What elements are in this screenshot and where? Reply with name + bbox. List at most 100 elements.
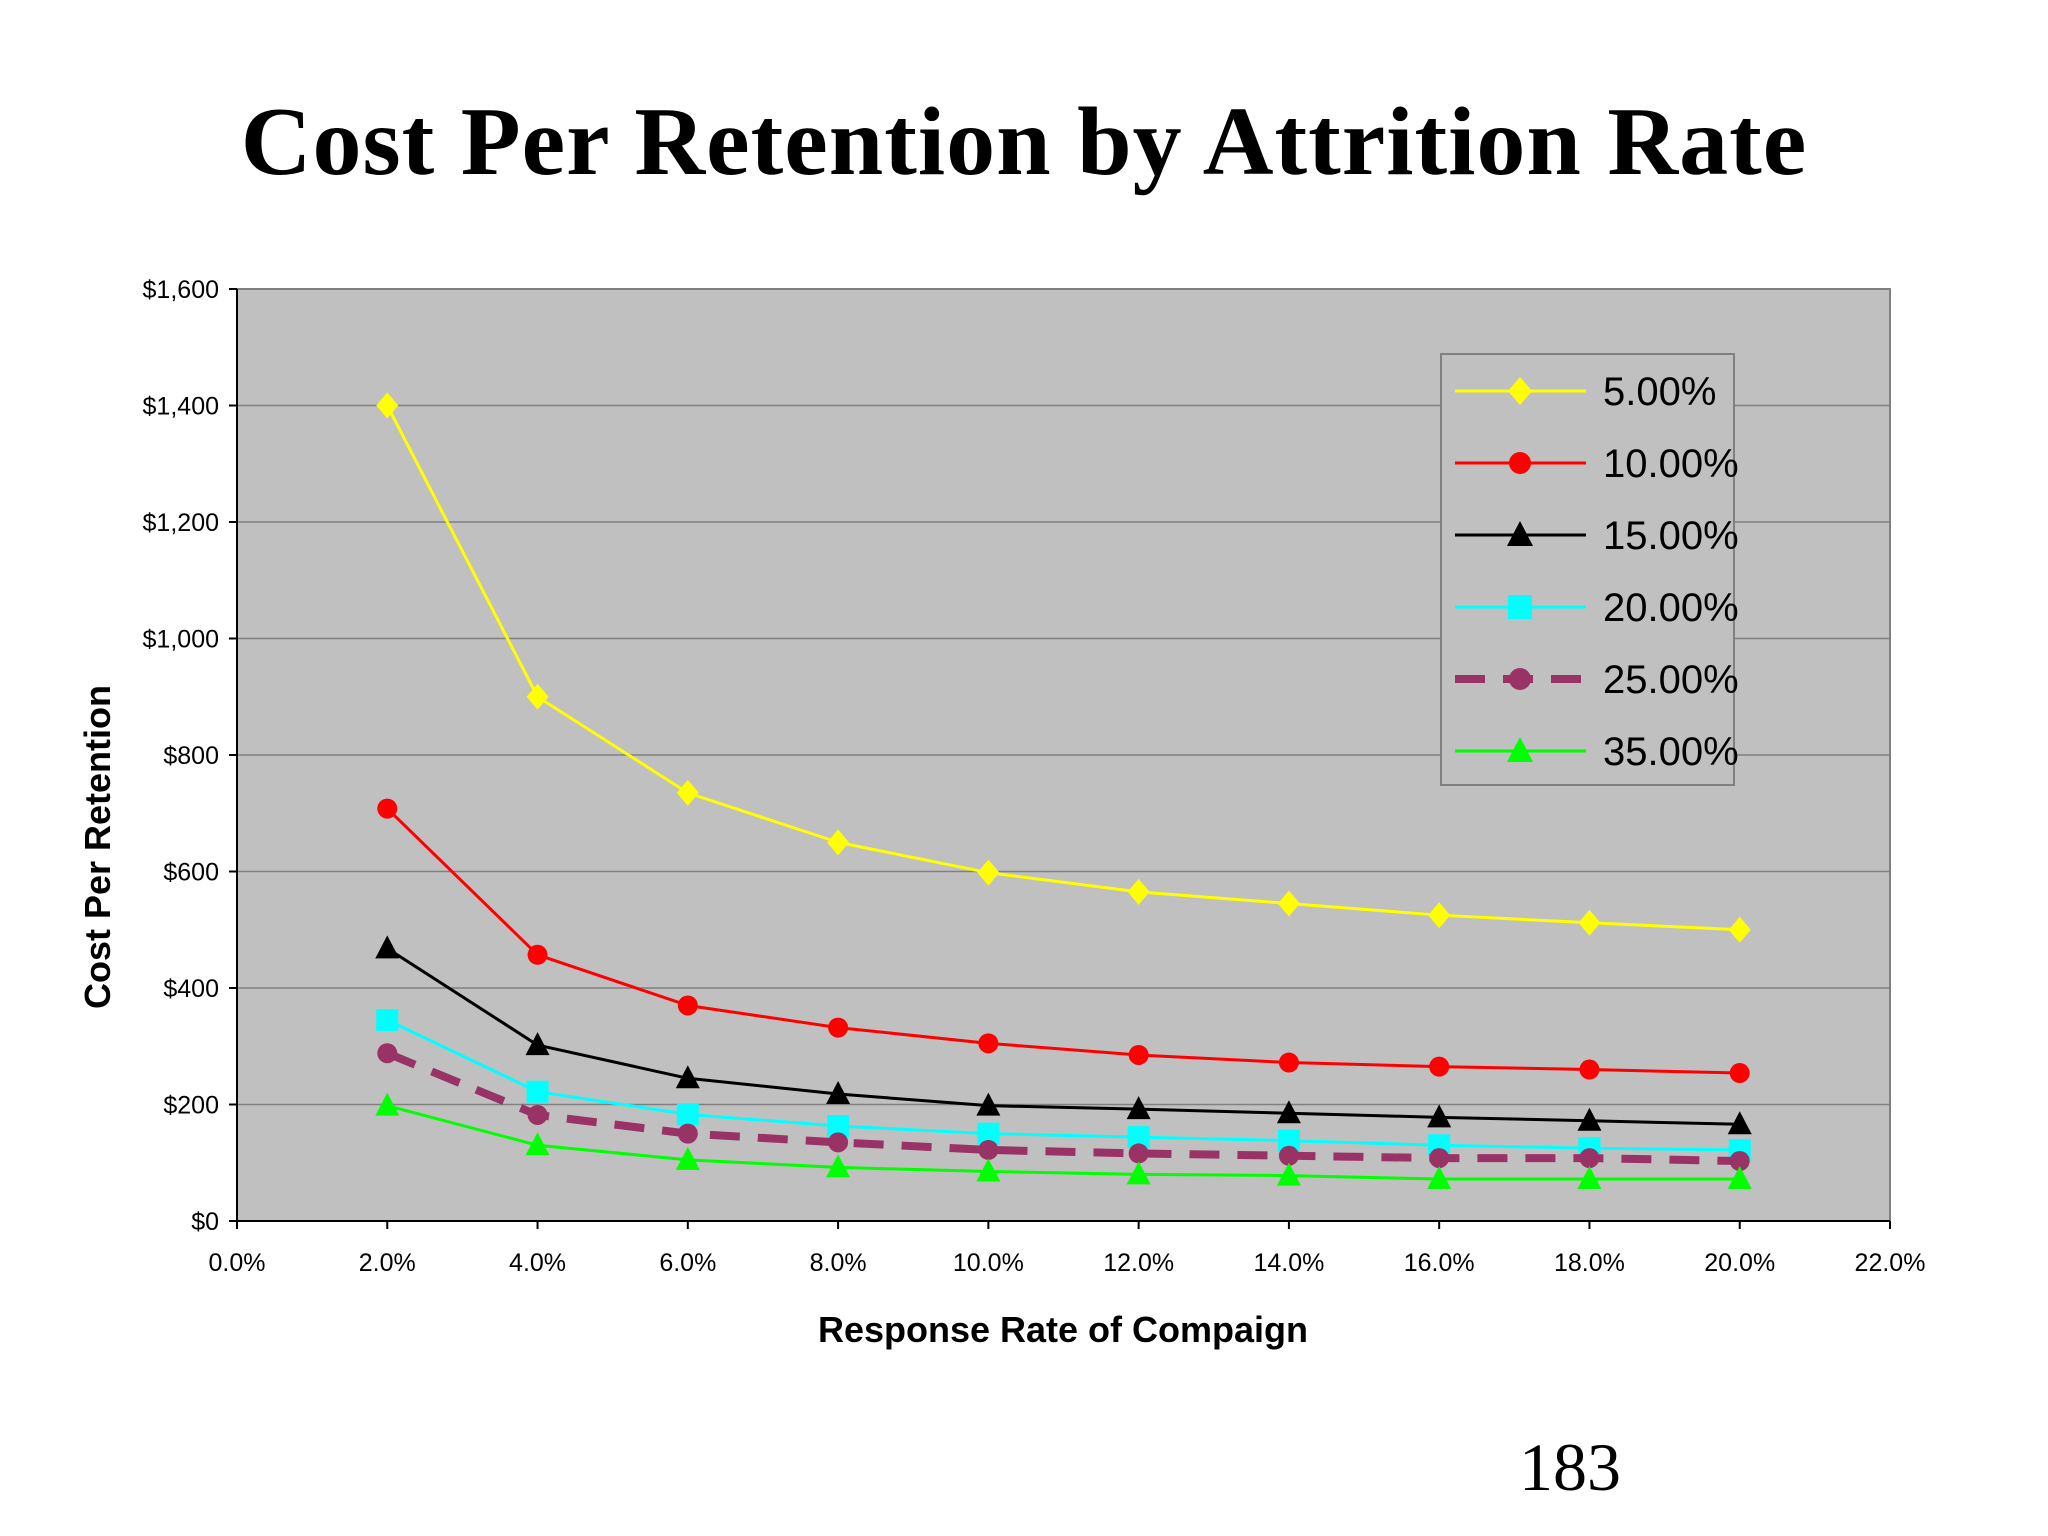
series-line [385, 404, 1740, 932]
data-point [1128, 1143, 1149, 1164]
x-axis-title: Response Rate of Compaign [818, 1309, 1308, 1350]
legend-label: 20.00% [1603, 586, 1739, 630]
data-point [977, 1122, 1000, 1145]
x-tick-label: 8.0% [810, 1249, 867, 1277]
data-point [375, 935, 400, 959]
data-point [1277, 1129, 1300, 1152]
data-point [1509, 452, 1531, 474]
data-point [1728, 916, 1751, 943]
data-point [377, 1043, 398, 1064]
data-point [1126, 1096, 1151, 1120]
legend-item: 35.00% [1455, 730, 1739, 774]
legend-label: 35.00% [1603, 730, 1739, 774]
data-point [1128, 1044, 1149, 1065]
data-point [376, 1009, 399, 1032]
series-4 [377, 1043, 1750, 1172]
x-tick-label: 22.0% [1855, 1249, 1926, 1277]
data-point [676, 1103, 699, 1126]
y-tick-label: $1,200 [143, 509, 219, 537]
data-point [828, 1017, 849, 1038]
data-point [1429, 1056, 1450, 1077]
data-point [1276, 1162, 1301, 1186]
data-point [1507, 521, 1533, 546]
data-point [1729, 1063, 1750, 1084]
data-point [527, 944, 548, 965]
y-tick-label: $600 [163, 859, 219, 887]
data-point [828, 1132, 849, 1153]
x-tick-label: 2.0% [359, 1249, 416, 1277]
series-line [386, 807, 1740, 1075]
series-0 [376, 392, 1751, 943]
data-point [1577, 1107, 1602, 1131]
data-point [1579, 1148, 1600, 1169]
x-tick-label: 20.0% [1704, 1249, 1775, 1277]
data-point [375, 1092, 400, 1116]
y-tick-label: $1,000 [143, 626, 219, 654]
series-line [385, 1049, 1740, 1166]
legend-label: 25.00% [1603, 658, 1739, 702]
legend-item: 5.00% [1455, 370, 1716, 414]
data-point [977, 859, 1000, 886]
data-point [978, 1033, 999, 1054]
axes: $0 $200 $400 $600 $800 $1,000 $1,200 $1,400 $1,6… [143, 276, 1926, 1277]
data-point [827, 829, 850, 856]
data-point [1727, 1166, 1752, 1190]
series-line [386, 1018, 1740, 1152]
y-tick-label: $1,400 [143, 393, 219, 421]
data-point [1509, 668, 1531, 690]
data-point [676, 779, 699, 806]
data-point [1127, 1126, 1150, 1149]
legend-item: 15.00% [1455, 514, 1739, 558]
y-tick-label: $800 [163, 742, 219, 770]
data-point [976, 1092, 1001, 1116]
legend: 5.00% 10.00% 15.00% 20.00% 25.00% 35.00% [1440, 353, 1739, 786]
data-point [1428, 902, 1451, 929]
data-point [1729, 1151, 1750, 1172]
data-point [1278, 1052, 1299, 1073]
series-lines [375, 392, 1752, 1190]
data-point [826, 1154, 851, 1178]
y-tick-label: $400 [163, 975, 219, 1003]
x-tick-label: 18.0% [1554, 1249, 1625, 1277]
data-point [525, 1132, 550, 1156]
data-point [677, 995, 698, 1016]
y-tick-label: $0 [191, 1208, 219, 1236]
series-3 [376, 1009, 1751, 1161]
data-point [527, 1104, 548, 1125]
data-point [1508, 595, 1532, 619]
y-tick-label: $1,600 [143, 276, 219, 304]
x-tick-label: 16.0% [1404, 1249, 1475, 1277]
legend-label: 5.00% [1603, 370, 1716, 414]
data-point [1579, 1059, 1600, 1080]
data-point [677, 1123, 698, 1144]
data-point [1127, 878, 1150, 905]
data-point [1508, 377, 1532, 405]
data-point [526, 683, 549, 710]
data-point [826, 1081, 851, 1105]
data-point [1427, 1104, 1452, 1128]
series-line [386, 947, 1740, 1126]
page-number: 183 [1519, 1429, 1621, 1505]
legend-item: 10.00% [1455, 442, 1739, 486]
slide-title: Cost Per Retention by Attrition Rate [240, 88, 1808, 196]
data-point [1429, 1148, 1450, 1169]
data-point [976, 1158, 1001, 1182]
legend-label: 10.00% [1603, 442, 1739, 486]
series-line [386, 1104, 1740, 1181]
series-2 [375, 935, 1752, 1135]
data-point [978, 1139, 999, 1160]
data-point [827, 1115, 850, 1138]
series-5 [375, 1092, 1752, 1190]
x-tick-label: 12.0% [1103, 1249, 1174, 1277]
x-tick-label: 10.0% [953, 1249, 1024, 1277]
legend-box [1440, 353, 1735, 786]
data-point [1427, 1166, 1452, 1190]
data-point [1727, 1111, 1752, 1135]
legend-item: 20.00% [1455, 586, 1739, 630]
x-tick-label: 14.0% [1253, 1249, 1324, 1277]
y-tick-label: $200 [163, 1092, 219, 1120]
data-point [1277, 890, 1300, 917]
data-point [1507, 737, 1533, 762]
x-tick-label: 6.0% [659, 1249, 716, 1277]
data-point [526, 1080, 549, 1103]
